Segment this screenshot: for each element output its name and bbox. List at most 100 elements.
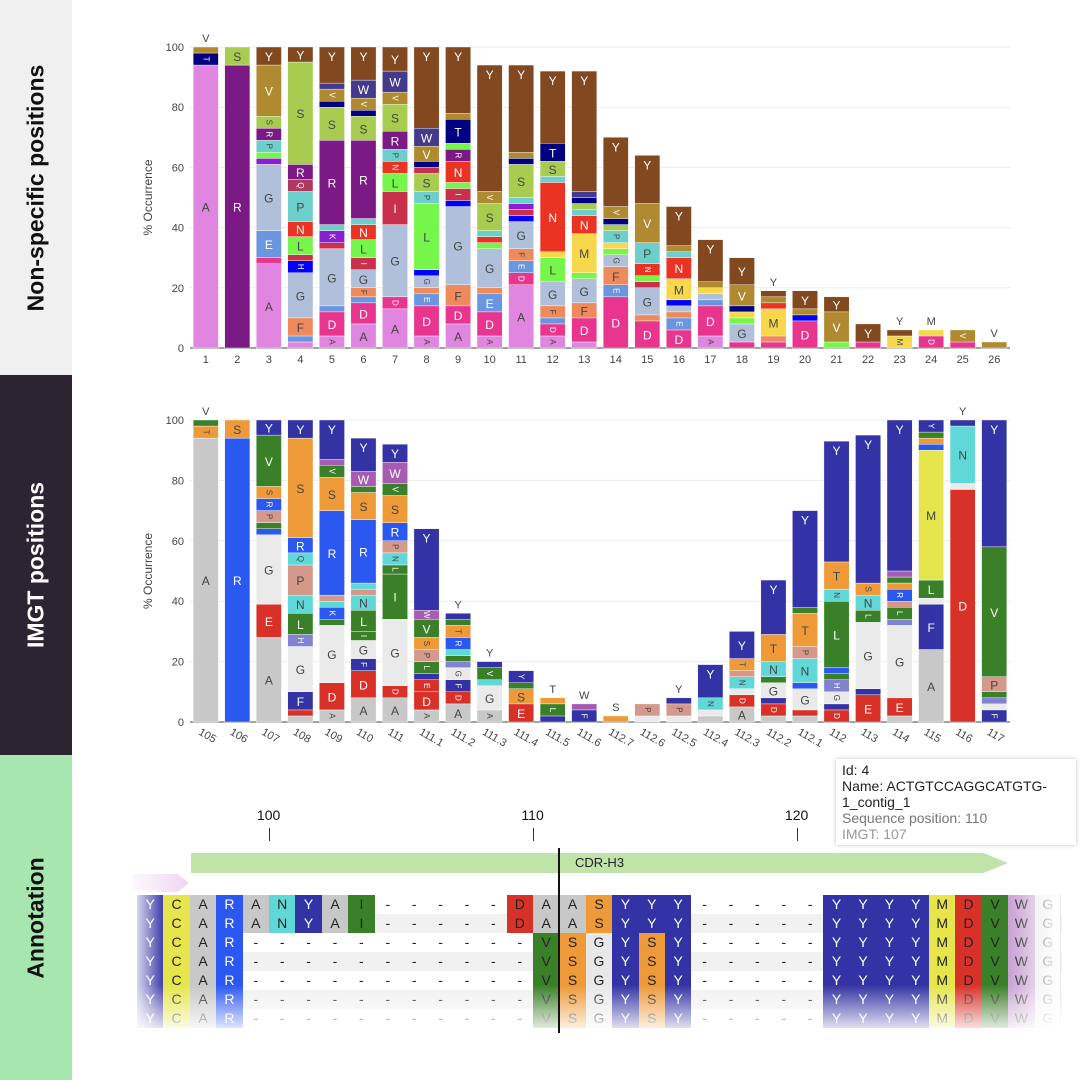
gap-cell[interactable]: -: [306, 953, 311, 969]
residue-cell[interactable]: M: [929, 933, 956, 952]
gap-cell[interactable]: -: [385, 972, 391, 988]
gap-cell[interactable]: -: [306, 934, 311, 950]
residue-cell[interactable]: R: [216, 952, 243, 971]
gap-cell[interactable]: -: [411, 934, 417, 950]
residue-cell[interactable]: Y: [823, 914, 850, 933]
gap-cell[interactable]: -: [253, 953, 259, 969]
gap-cell[interactable]: -: [807, 896, 813, 912]
gap-cell[interactable]: -: [781, 953, 787, 969]
residue-cell[interactable]: A: [189, 895, 217, 914]
residue-cell[interactable]: Y: [902, 933, 929, 952]
gap-cell[interactable]: -: [807, 972, 813, 988]
residue-cell[interactable]: R: [216, 933, 243, 952]
gap-cell[interactable]: -: [491, 953, 496, 969]
residue-cell[interactable]: Y: [295, 895, 322, 914]
residue-cell[interactable]: Y: [823, 952, 850, 971]
residue-cell[interactable]: A: [533, 895, 560, 914]
residue-cell[interactable]: Y: [876, 914, 903, 933]
residue-cell[interactable]: A: [559, 895, 586, 914]
residue-cell[interactable]: Y: [612, 895, 639, 914]
gap-cell[interactable]: -: [728, 934, 734, 950]
gap-cell[interactable]: -: [728, 896, 734, 912]
residue-cell[interactable]: D: [955, 952, 982, 971]
residue-cell[interactable]: D: [506, 895, 533, 914]
residue-cell[interactable]: Y: [876, 895, 903, 914]
gap-cell[interactable]: -: [385, 915, 391, 931]
gap-cell[interactable]: -: [781, 972, 787, 988]
gap-cell[interactable]: -: [702, 915, 707, 931]
gap-cell[interactable]: -: [755, 972, 760, 988]
residue-cell[interactable]: N: [269, 914, 296, 933]
gap-cell[interactable]: -: [491, 934, 496, 950]
gap-cell[interactable]: -: [755, 934, 760, 950]
residue-cell[interactable]: V: [981, 895, 1009, 914]
gap-cell[interactable]: -: [702, 934, 707, 950]
gap-cell[interactable]: -: [306, 972, 311, 988]
residue-cell[interactable]: Y: [849, 914, 877, 933]
residue-cell[interactable]: D: [506, 914, 533, 933]
residue-cell[interactable]: Y: [849, 933, 877, 952]
gap-cell[interactable]: -: [517, 934, 523, 950]
residue-cell[interactable]: I: [348, 895, 375, 914]
gap-cell[interactable]: -: [781, 896, 787, 912]
residue-cell[interactable]: Y: [638, 914, 665, 933]
gap-cell[interactable]: -: [411, 953, 417, 969]
gap-cell[interactable]: -: [253, 972, 259, 988]
residue-cell[interactable]: S: [559, 933, 586, 952]
gap-cell[interactable]: -: [438, 915, 443, 931]
residue-cell[interactable]: A: [533, 914, 560, 933]
gap-cell[interactable]: -: [517, 953, 523, 969]
residue-cell[interactable]: S: [585, 914, 613, 933]
residue-cell[interactable]: Y: [876, 933, 903, 952]
residue-cell[interactable]: S: [585, 895, 613, 914]
residue-cell[interactable]: V: [533, 952, 560, 971]
gap-cell[interactable]: -: [359, 972, 364, 988]
gap-cell[interactable]: -: [781, 934, 787, 950]
residue-cell[interactable]: Y: [902, 895, 929, 914]
residue-cell[interactable]: D: [955, 914, 982, 933]
gap-cell[interactable]: -: [755, 915, 760, 931]
residue-cell[interactable]: M: [929, 914, 956, 933]
gap-cell[interactable]: -: [781, 915, 787, 931]
residue-cell[interactable]: Y: [665, 933, 692, 952]
residue-cell[interactable]: S: [559, 952, 586, 971]
gap-cell[interactable]: -: [332, 934, 338, 950]
residue-cell[interactable]: A: [321, 914, 349, 933]
residue-cell[interactable]: Y: [823, 895, 850, 914]
residue-cell[interactable]: V: [981, 933, 1009, 952]
residue-cell[interactable]: G: [585, 933, 613, 952]
gap-cell[interactable]: -: [385, 953, 391, 969]
gap-cell[interactable]: -: [807, 953, 813, 969]
residue-cell[interactable]: V: [981, 952, 1009, 971]
residue-cell[interactable]: Y: [849, 895, 877, 914]
gap-cell[interactable]: -: [438, 934, 443, 950]
gap-cell[interactable]: -: [807, 915, 813, 931]
gap-cell[interactable]: -: [411, 915, 417, 931]
gap-cell[interactable]: -: [385, 934, 391, 950]
residue-cell[interactable]: C: [163, 952, 190, 971]
residue-cell[interactable]: A: [321, 895, 349, 914]
gap-cell[interactable]: -: [755, 896, 760, 912]
gap-cell[interactable]: -: [359, 953, 364, 969]
gap-cell[interactable]: -: [464, 972, 470, 988]
gap-cell[interactable]: -: [517, 972, 523, 988]
residue-cell[interactable]: Y: [902, 914, 929, 933]
gap-cell[interactable]: -: [279, 972, 285, 988]
residue-cell[interactable]: Y: [612, 952, 639, 971]
gap-cell[interactable]: -: [464, 915, 470, 931]
gap-cell[interactable]: -: [728, 972, 734, 988]
previous-region-arrow[interactable]: [133, 874, 189, 892]
residue-cell[interactable]: Y: [823, 933, 850, 952]
gap-cell[interactable]: -: [385, 896, 391, 912]
gap-cell[interactable]: -: [279, 934, 285, 950]
residue-cell[interactable]: G: [585, 952, 613, 971]
residue-cell[interactable]: M: [929, 952, 956, 971]
residue-cell[interactable]: Y: [612, 914, 639, 933]
gap-cell[interactable]: -: [464, 953, 470, 969]
residue-cell[interactable]: M: [929, 895, 956, 914]
residue-cell[interactable]: A: [559, 914, 586, 933]
residue-cell[interactable]: A: [189, 952, 217, 971]
residue-cell[interactable]: S: [638, 952, 665, 971]
